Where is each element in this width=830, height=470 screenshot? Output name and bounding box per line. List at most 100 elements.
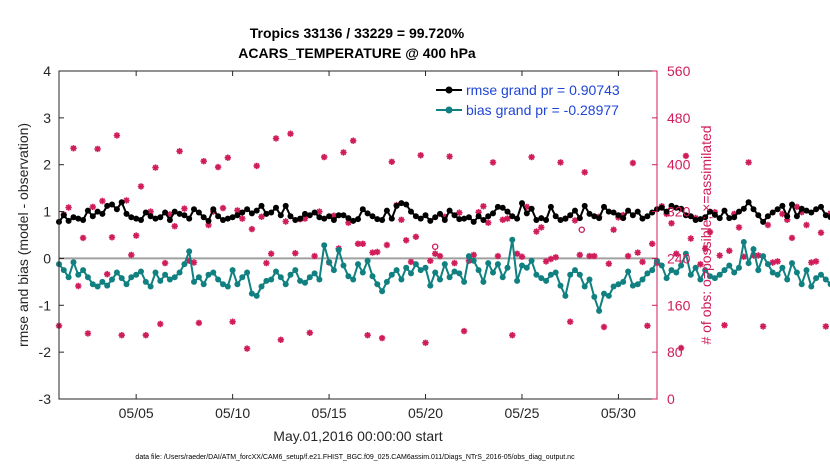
rmse-point [302,210,308,217]
obs-count-marker [79,234,87,242]
obs-count-marker [591,252,598,260]
bias-point [625,268,632,275]
bias-point [215,276,222,283]
bias-point [687,271,694,278]
asterisk-marker-icon [509,332,516,339]
bias-point [736,264,742,271]
asterisk-marker-icon [70,145,77,152]
obs-count-marker [417,152,424,159]
rmse-point [586,210,593,217]
obs-count-marker [427,257,434,264]
rmse-point [432,214,439,221]
obs-count-marker [441,213,448,221]
rmse-point [215,213,222,220]
asterisk-marker-icon [200,157,207,165]
rmse-point [234,212,241,219]
asterisk-marker-icon [523,203,530,211]
asterisk-marker-icon [668,220,675,227]
asterisk-marker-icon [118,332,125,339]
asterisk-marker-icon [600,323,608,331]
asterisk-marker-icon [388,158,395,166]
bias-point [99,278,106,285]
asterisk-marker-icon [634,249,641,256]
bias-point [326,259,333,266]
asterisk-marker-icon [214,163,222,171]
bias-point [818,271,824,278]
y-tick-label-right: 240 [667,250,691,266]
rmse-point [634,208,641,215]
obs-count-marker [118,332,125,339]
rmse-point [519,200,525,207]
asterisk-marker-icon [769,259,776,266]
obs-count-marker [716,252,723,259]
asterisk-marker-icon [441,213,448,221]
legend-marker-bias [445,106,453,114]
bias-point [191,278,197,285]
rmse-point [84,207,91,214]
bias-point [133,271,140,278]
rmse-point [335,212,342,219]
asterisk-marker-icon [205,221,212,229]
rmse-point [610,209,617,216]
obs-count-marker [581,169,588,176]
possible-obs-marker [578,226,586,233]
rmse-point [393,202,400,209]
bias-point [171,274,178,281]
bias-point [287,271,294,278]
bias-point [567,271,574,278]
rmse-point [629,212,636,219]
rmse-point [273,204,279,211]
asterisk-marker-icon [94,145,101,153]
bias-point [750,246,757,253]
bias-point [779,264,786,271]
asterisk-marker-icon [268,250,275,257]
obs-count-marker [171,222,178,230]
obs-count-marker [812,258,820,265]
rmse-point [359,206,366,213]
asterisk-marker-icon [803,221,810,229]
rmse-point [89,213,96,220]
obs-count-marker [726,247,733,255]
asterisk-marker-icon [716,252,723,259]
rmse-point [721,207,728,214]
bias-point [803,267,810,274]
rmse-point [186,215,193,222]
bias-point [702,267,709,274]
rmse-point [605,208,612,215]
bias-point [94,283,101,290]
bias-point [769,269,776,276]
obs-count-marker [311,252,318,260]
rmse-point [678,205,685,212]
rmse-point [779,202,786,209]
bias-point [697,276,704,283]
bias-point [335,247,342,253]
bias-point [374,281,381,288]
rmse-point [297,215,304,222]
bias-point [634,281,641,288]
rmse-point [181,212,188,219]
plot-background [59,71,657,399]
rmse-point [248,210,255,217]
obs-count-marker [330,212,338,219]
obs-count-marker [499,216,506,224]
bias-point [649,267,656,274]
asterisk-marker-icon [726,247,733,255]
rmse-point [716,215,723,222]
obs-count-marker [195,319,203,327]
y-tick-label-left: 4 [43,63,51,79]
obs-count-marker [383,241,391,249]
y-tick-label-right: 400 [667,157,691,173]
y-tick-label-left: -1 [39,297,52,313]
bias-point [774,271,781,278]
asterisk-marker-icon [470,251,477,259]
obs-count-marker [485,219,492,226]
rmse-point [355,216,361,223]
asterisk-marker-icon [706,228,714,236]
asterisk-marker-icon [364,332,371,339]
obs-count-marker [552,254,559,261]
asterisk-marker-icon [316,208,323,215]
obs-count-marker [494,252,502,260]
obs-count-marker [94,145,101,153]
obs-count-marker [504,215,511,222]
asterisk-marker-icon [350,137,357,144]
